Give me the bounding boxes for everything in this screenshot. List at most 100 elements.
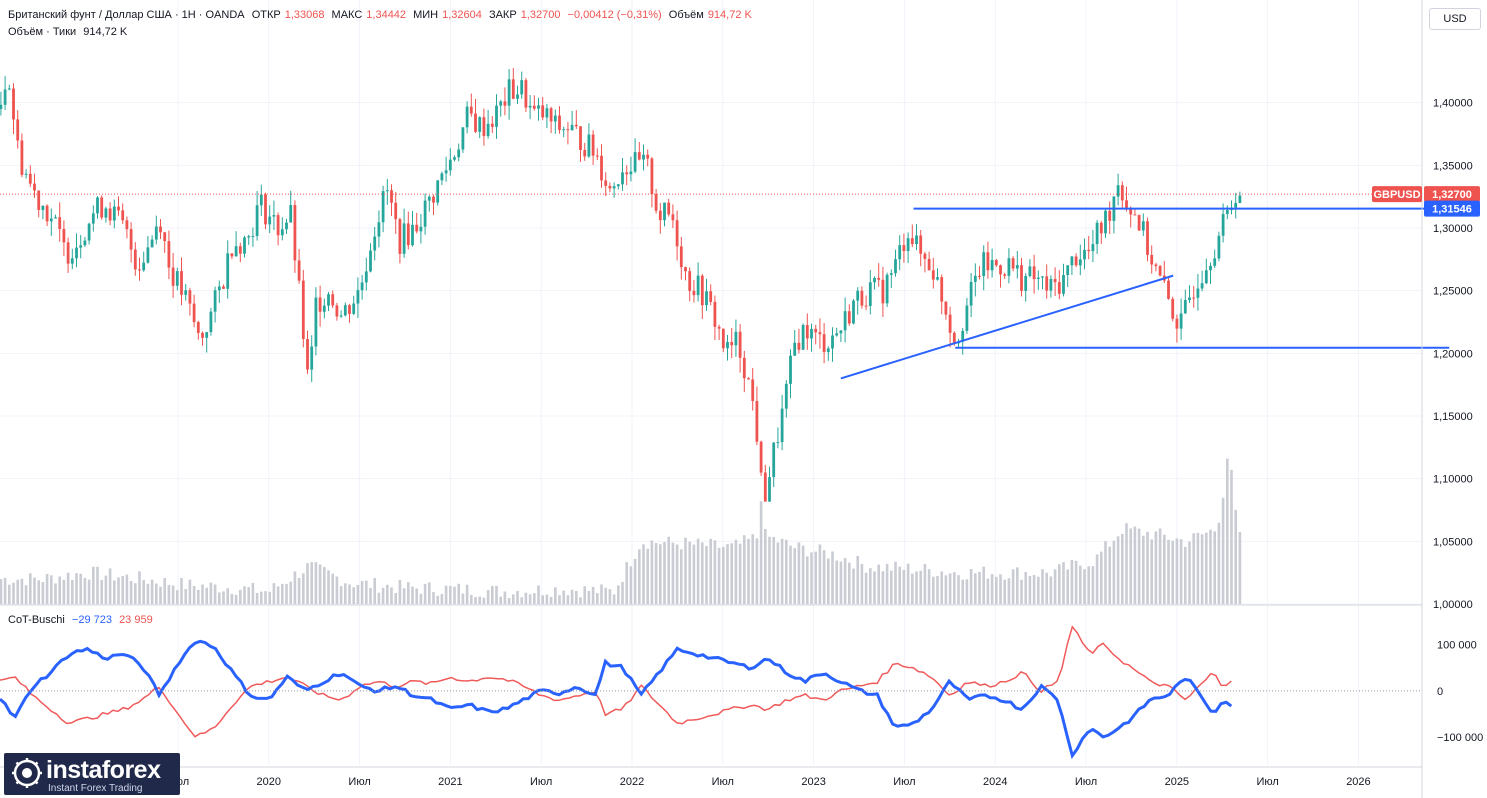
candle-body — [234, 246, 238, 257]
candle-body — [915, 235, 918, 245]
volume-bar — [839, 561, 843, 604]
candle-body — [545, 108, 549, 118]
candle-body — [633, 152, 637, 172]
volume-bar — [864, 572, 868, 604]
volume-bar — [222, 591, 225, 604]
volume-bar — [197, 589, 200, 604]
volume-bar — [1049, 576, 1053, 604]
symbol-tag-box — [1372, 186, 1422, 203]
candle-series — [0, 67, 1242, 502]
candle-body — [978, 275, 981, 277]
candle-body — [285, 222, 288, 230]
volume-bar — [491, 585, 494, 604]
volume-bar — [734, 539, 738, 604]
volume-bar — [650, 540, 654, 604]
candle-body — [360, 282, 364, 291]
symbol-tag-label: GBPUSD — [1373, 189, 1420, 201]
volume-bar — [226, 588, 230, 604]
candle-body — [348, 305, 351, 314]
volume-bar — [96, 566, 99, 604]
volume-bar — [927, 569, 931, 604]
volume-bar — [944, 575, 948, 604]
volume-bar — [713, 540, 717, 604]
volume-bar — [1003, 579, 1007, 604]
volume-bar — [726, 544, 729, 604]
volume-bar — [579, 597, 582, 604]
candle-body — [906, 238, 910, 252]
volume-bar — [415, 588, 419, 604]
volume-bar — [1070, 559, 1074, 604]
volume-bar — [1226, 458, 1229, 604]
candle-body — [0, 104, 3, 109]
x-tick-label: 2021 — [438, 776, 462, 788]
volume-bar — [612, 594, 616, 604]
candle-body — [663, 202, 666, 221]
volume-bar — [335, 576, 339, 604]
candle-body — [898, 245, 902, 260]
volume-bar — [29, 573, 32, 604]
volume-bar — [1125, 523, 1128, 604]
candle-body — [453, 157, 456, 160]
candle-body — [272, 215, 276, 217]
volume-bar — [1074, 560, 1078, 604]
currency-button[interactable]: USD — [1429, 8, 1481, 30]
candle-body — [675, 220, 679, 247]
volume-bar — [348, 584, 351, 604]
volume-bar — [768, 536, 771, 604]
volume-bar — [390, 587, 393, 604]
candle-body — [314, 297, 318, 347]
volume-bar — [684, 537, 687, 604]
candle-body — [432, 196, 435, 203]
volume-bar — [423, 583, 427, 604]
volume-bar — [1016, 567, 1019, 604]
volume-bar — [432, 592, 435, 604]
volume-bar — [125, 574, 129, 604]
volume-bar — [520, 597, 524, 604]
volume-bar — [919, 570, 923, 604]
last-price-box — [1424, 186, 1480, 203]
cot-red-line — [0, 625, 1232, 738]
volume-bar — [654, 543, 658, 604]
volume-bar — [213, 584, 217, 604]
candle-body — [1217, 235, 1221, 259]
volume-bar — [743, 535, 746, 604]
candle-body — [159, 226, 162, 233]
candle-body — [1078, 259, 1082, 266]
volume-bar — [503, 591, 507, 604]
candle-body — [154, 226, 158, 240]
candle-body — [280, 229, 284, 236]
volume-bar — [12, 582, 15, 604]
volume-bar — [751, 534, 755, 604]
candle-body — [868, 282, 872, 306]
volume-bar — [936, 575, 939, 604]
candle-body — [255, 205, 259, 237]
volume-bar — [848, 562, 851, 604]
candle-body — [121, 210, 125, 221]
candle-body — [352, 303, 356, 314]
volume-bar — [167, 584, 171, 604]
volume-bar — [722, 546, 725, 604]
volume-bar — [965, 579, 969, 604]
candle-body — [201, 332, 204, 338]
volume-bar — [932, 576, 935, 604]
candle-body — [558, 115, 561, 130]
high-value: 1,34442 — [366, 9, 407, 21]
volume-bar — [16, 579, 20, 604]
candle-body — [696, 275, 700, 296]
volume-bar — [1020, 579, 1023, 604]
candle-body — [1020, 265, 1023, 291]
x-tick-label: Июл — [530, 776, 552, 788]
candle-body — [66, 242, 70, 264]
volume-bar — [545, 594, 549, 604]
volume-bar — [1175, 538, 1179, 604]
candle-body — [507, 79, 511, 106]
volume-bar — [814, 551, 818, 604]
volume-bar — [600, 584, 603, 604]
volume-bar — [1179, 539, 1183, 604]
candle-body — [721, 328, 725, 349]
volume-bar — [1200, 534, 1204, 604]
candle-body — [1087, 249, 1091, 252]
volume-bar — [852, 568, 855, 604]
volume-bar — [276, 586, 280, 604]
